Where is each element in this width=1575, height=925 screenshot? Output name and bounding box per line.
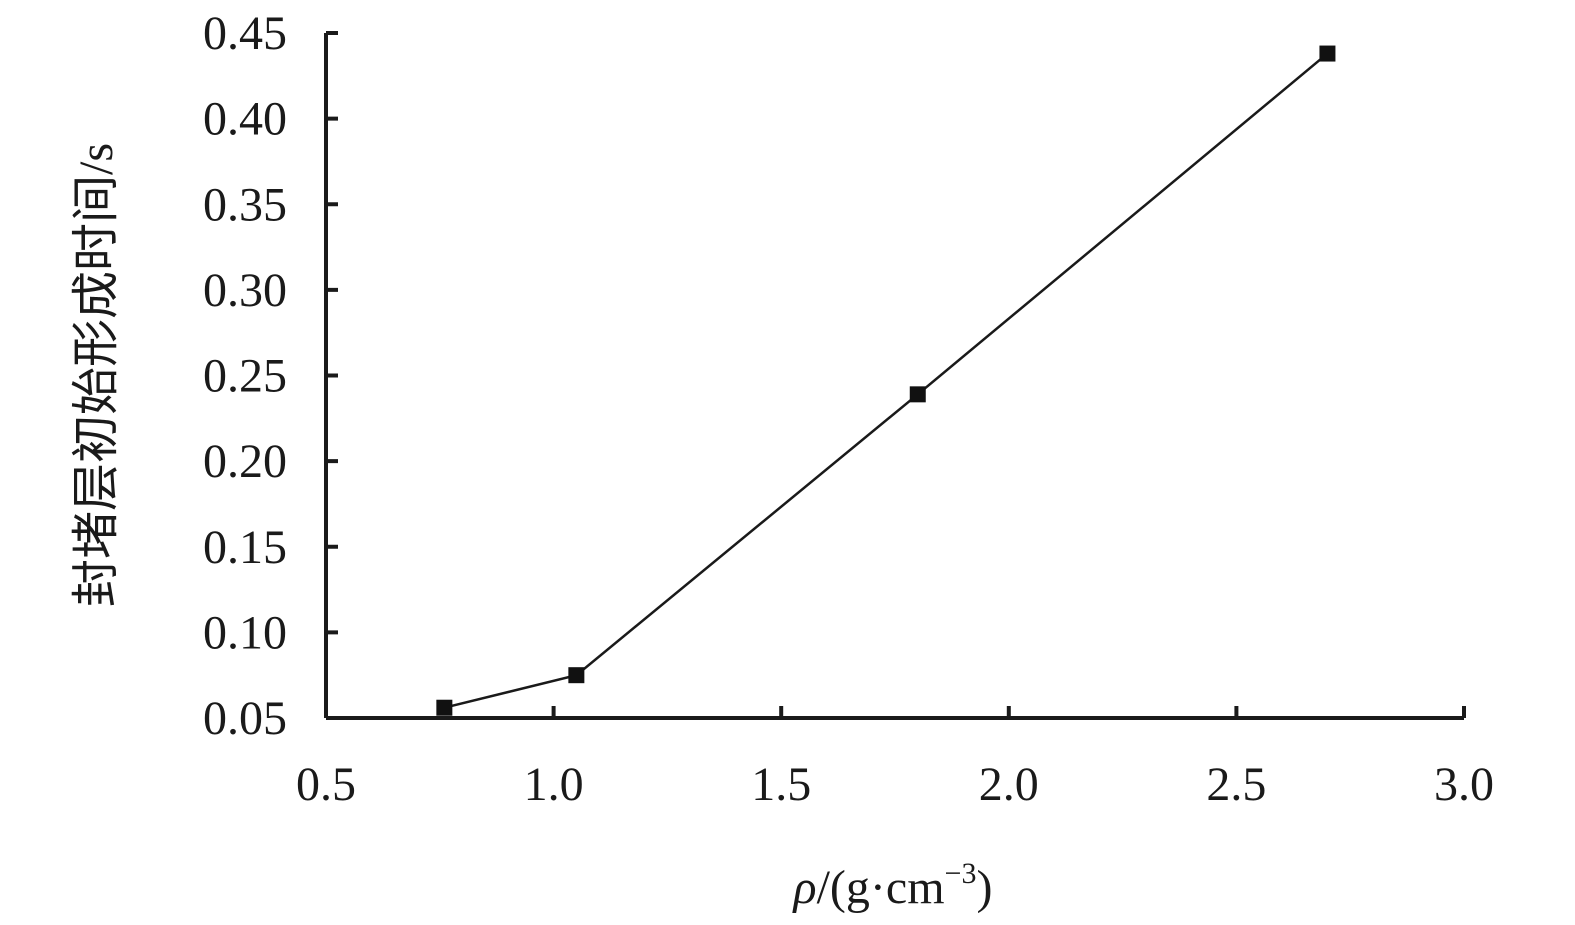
x-tick-label: 2.0 bbox=[979, 758, 1039, 811]
series-line bbox=[444, 52, 1329, 709]
data-point bbox=[1319, 45, 1336, 62]
y-tick-label: 0.10 bbox=[203, 606, 287, 659]
x-tick-label: 3.0 bbox=[1434, 758, 1494, 811]
y-tick-label: 0.35 bbox=[203, 178, 287, 231]
x-axis-label-exponent: −3 bbox=[945, 857, 977, 890]
y-tick-label: 0.30 bbox=[203, 264, 287, 317]
y-tick-label: 0.25 bbox=[203, 350, 287, 403]
y-axis-label: 封堵层初始形成时间/s bbox=[70, 143, 123, 607]
data-point bbox=[909, 386, 926, 403]
y-tick-label: 0.05 bbox=[203, 692, 287, 745]
x-tick-label: 2.5 bbox=[1206, 758, 1266, 811]
y-tick-label: 0.20 bbox=[203, 435, 287, 488]
x-axis-label-close: ) bbox=[976, 861, 992, 914]
data-point bbox=[568, 667, 585, 684]
x-tick-label: 1.5 bbox=[751, 758, 811, 811]
y-tick-label: 0.45 bbox=[203, 7, 287, 60]
x-ticks: 0.5 1.0 1.5 2.0 2.5 3.0 bbox=[296, 706, 1494, 811]
y-tick-label: 0.40 bbox=[203, 93, 287, 146]
series bbox=[436, 45, 1336, 716]
y-ticks: 0.05 0.10 0.15 0.20 0.25 0.30 0.35 0.40 0.45 bbox=[203, 7, 338, 745]
y-tick-label: 0.15 bbox=[203, 521, 287, 574]
x-axis-label: ρ/(g·cm−3) bbox=[792, 857, 993, 914]
x-axis-label-symbol: ρ bbox=[792, 861, 817, 914]
data-point bbox=[436, 699, 453, 716]
x-tick-label: 0.5 bbox=[296, 758, 356, 811]
x-tick-label: 1.0 bbox=[524, 758, 584, 811]
axes bbox=[324, 33, 1464, 720]
x-axis-label-unit: /(g·cm bbox=[817, 861, 945, 914]
